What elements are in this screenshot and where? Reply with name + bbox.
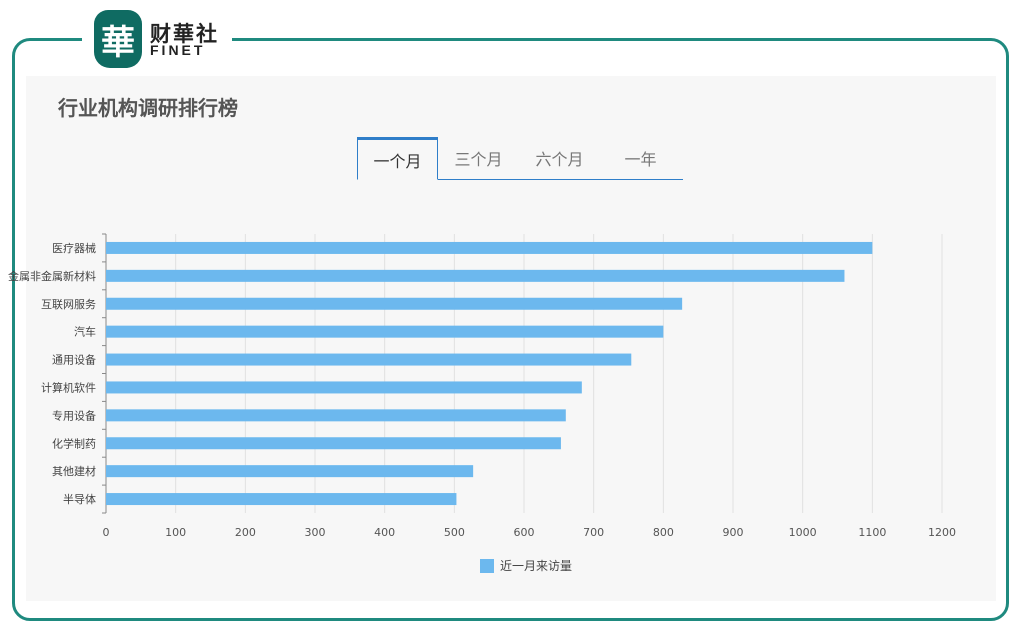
category-label: 专用设备: [52, 408, 96, 422]
category-label: 汽车: [74, 325, 96, 339]
bar: [106, 409, 566, 422]
category-label: 化学制药: [52, 436, 96, 450]
bar: [106, 381, 582, 394]
category-label: 医疗器械: [52, 241, 96, 255]
x-tick-label: 200: [235, 526, 256, 539]
finet-logo: 華: [94, 10, 142, 68]
legend-label: 近一月来访量: [500, 559, 573, 573]
x-tick-label: 700: [583, 526, 604, 539]
chart-panel: [26, 76, 996, 601]
category-label: 计算机软件: [41, 380, 96, 394]
category-label: 其他建材: [52, 464, 96, 478]
x-tick-label: 800: [653, 526, 674, 539]
bar: [106, 437, 561, 450]
x-tick-label: 100: [165, 526, 186, 539]
tab-one-month[interactable]: 一个月: [357, 137, 438, 180]
x-tick-label: 400: [374, 526, 395, 539]
tab-six-months[interactable]: 六个月: [535, 150, 584, 169]
x-tick-label: 300: [305, 526, 326, 539]
bar: [106, 493, 457, 506]
logo-glyph: 華: [101, 22, 135, 63]
category-label: 半导体: [63, 492, 96, 506]
x-tick-label: 500: [444, 526, 465, 539]
brand-name-cn: 财華社: [150, 22, 219, 46]
chart-legend: 近一月来访量: [480, 557, 572, 574]
tab-one-year[interactable]: 一年: [624, 150, 657, 169]
x-tick-label: 900: [723, 526, 744, 539]
x-tick-label: 1200: [928, 526, 956, 539]
page-title: 行业机构调研排行榜: [58, 96, 238, 120]
tab-three-months[interactable]: 三个月: [454, 150, 503, 169]
brand-name-en: FINET: [150, 42, 206, 58]
bar: [106, 241, 873, 254]
category-label: 金属非金属新材料: [8, 269, 96, 283]
x-tick-label: 1100: [858, 526, 886, 539]
x-tick-label: 1000: [789, 526, 817, 539]
x-tick-label: 0: [103, 526, 110, 539]
bar: [106, 325, 664, 338]
bar: [106, 269, 845, 282]
category-label: 互联网服务: [41, 298, 96, 311]
legend-swatch: [480, 558, 494, 573]
x-tick-label: 600: [514, 526, 535, 539]
category-label: 通用设备: [52, 353, 96, 367]
card-frame: [12, 38, 1009, 621]
bar: [106, 353, 632, 366]
bar: [106, 465, 474, 478]
bar: [106, 297, 683, 310]
period-tabs: 一个月 三个月 六个月 一年: [357, 137, 683, 180]
